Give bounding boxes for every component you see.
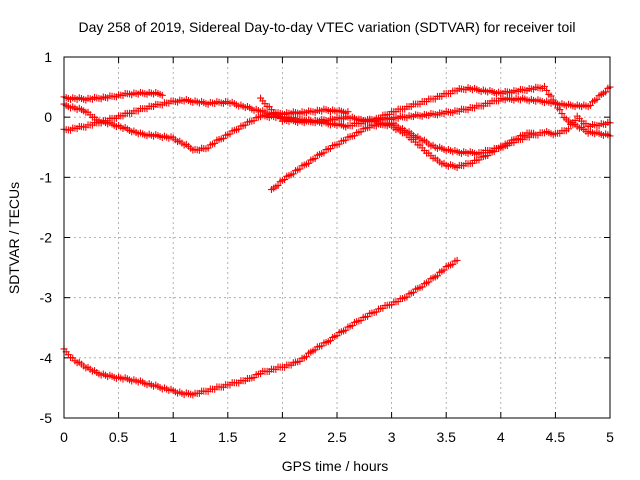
data-point	[565, 125, 573, 133]
y-tick-label: -4	[40, 350, 53, 366]
x-tick-label: 3	[388, 429, 396, 445]
y-tick-label: -2	[40, 230, 53, 246]
data-point	[602, 88, 610, 96]
y-tick-label: 1	[44, 49, 52, 65]
x-tick-label: 2.5	[327, 429, 347, 445]
x-tick-label: 1.5	[218, 429, 238, 445]
data-point	[586, 101, 594, 109]
x-tick-label: 4	[497, 429, 505, 445]
y-tick-label: -1	[40, 169, 53, 185]
data-point	[556, 106, 564, 114]
x-tick-label: 0	[60, 429, 68, 445]
data-point	[530, 129, 538, 137]
y-tick-label: -5	[40, 410, 53, 426]
x-tick-label: 5	[606, 429, 614, 445]
series-arc-5	[257, 82, 614, 140]
data-point	[440, 266, 448, 274]
series-arc-2	[60, 96, 352, 134]
data-point	[453, 256, 461, 264]
x-tick-label: 1	[169, 429, 177, 445]
data-point	[302, 353, 310, 361]
data-point	[558, 110, 566, 118]
data-point	[551, 100, 559, 108]
y-axis-label: SDTVAR / TECUs	[6, 182, 22, 294]
y-tick-label: 0	[44, 109, 52, 125]
x-axis-ticks: 0 0.5 1 1.5 2 2.5 3 3.5 4 4.5 5	[60, 57, 614, 445]
y-tick-label: -3	[40, 290, 53, 306]
series-arc-7	[60, 256, 461, 399]
x-tick-label: 3.5	[436, 429, 456, 445]
data-series	[60, 82, 614, 399]
data-point	[540, 82, 548, 90]
series-arc-6	[355, 115, 538, 172]
x-axis-label: GPS time / hours	[282, 458, 389, 474]
data-point	[549, 96, 557, 104]
series-arc-1	[60, 88, 166, 104]
data-point	[593, 95, 601, 103]
data-point	[158, 91, 166, 99]
data-point	[543, 86, 551, 94]
grid-lines	[64, 57, 610, 418]
data-point	[547, 92, 555, 100]
x-tick-label: 4.5	[546, 429, 566, 445]
plot-frame	[63, 56, 611, 419]
data-point	[274, 181, 282, 189]
x-tick-label: 0.5	[109, 429, 129, 445]
x-tick-label: 2	[279, 429, 287, 445]
data-point	[433, 272, 441, 280]
chart-title: Day 258 of 2019, Sidereal Day-to-day VTE…	[79, 19, 576, 35]
